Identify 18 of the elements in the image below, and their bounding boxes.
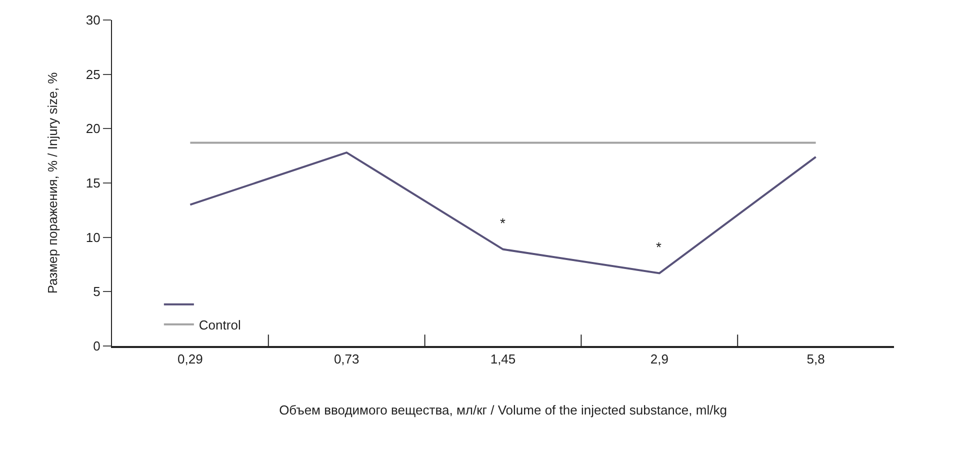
x-tick-label: 5,8 xyxy=(806,352,825,367)
x-tick-label: 1,45 xyxy=(490,352,516,367)
x-tick-label: 0,73 xyxy=(334,352,360,367)
annotation: * xyxy=(500,215,506,231)
y-tick-label: 5 xyxy=(93,284,100,300)
y-axis-title: Размер поражения, % / Injury size, % xyxy=(44,72,60,294)
y-tick-label: 20 xyxy=(86,121,100,136)
x-tick-label: 0,29 xyxy=(178,352,203,367)
line-series xyxy=(189,152,817,274)
y-tick-label: 10 xyxy=(86,230,100,245)
x-axis-title: Объем вводимого вещества, мл/кг / Volume of the injected substance, ml/kg xyxy=(279,402,727,418)
y-tick-label: 30 xyxy=(86,12,100,28)
annotation: * xyxy=(656,239,662,255)
y-tick-label: 25 xyxy=(86,66,100,82)
legend-label: Control xyxy=(198,317,241,332)
x-tick-label: 2,9 xyxy=(650,352,668,367)
y-tick-label: 0 xyxy=(93,338,100,354)
y-tick-label: 15 xyxy=(86,176,100,191)
